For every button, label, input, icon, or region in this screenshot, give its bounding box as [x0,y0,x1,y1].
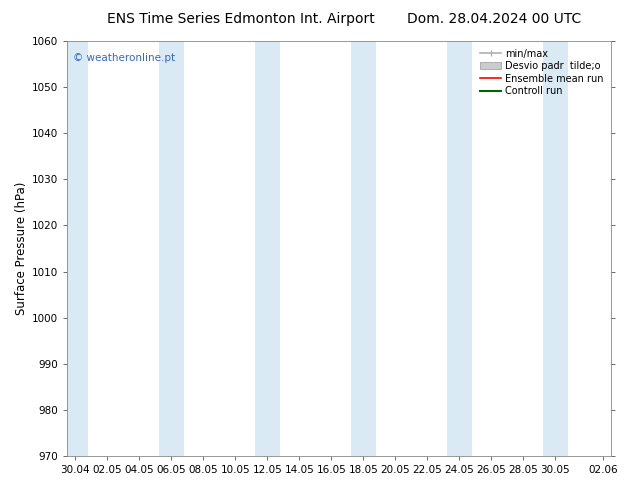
Y-axis label: Surface Pressure (hPa): Surface Pressure (hPa) [15,182,28,315]
Bar [158,41,184,456]
Text: © weatheronline.pt: © weatheronline.pt [73,53,175,64]
Bar [63,41,88,456]
Bar [255,41,280,456]
Text: Dom. 28.04.2024 00 UTC: Dom. 28.04.2024 00 UTC [408,12,581,26]
Bar [446,41,472,456]
Bar [351,41,376,456]
Legend: min/max, Desvio padr  tilde;o, Ensemble mean run, Controll run: min/max, Desvio padr tilde;o, Ensemble m… [477,46,607,99]
Text: ENS Time Series Edmonton Int. Airport: ENS Time Series Edmonton Int. Airport [107,12,375,26]
Bar [543,41,568,456]
